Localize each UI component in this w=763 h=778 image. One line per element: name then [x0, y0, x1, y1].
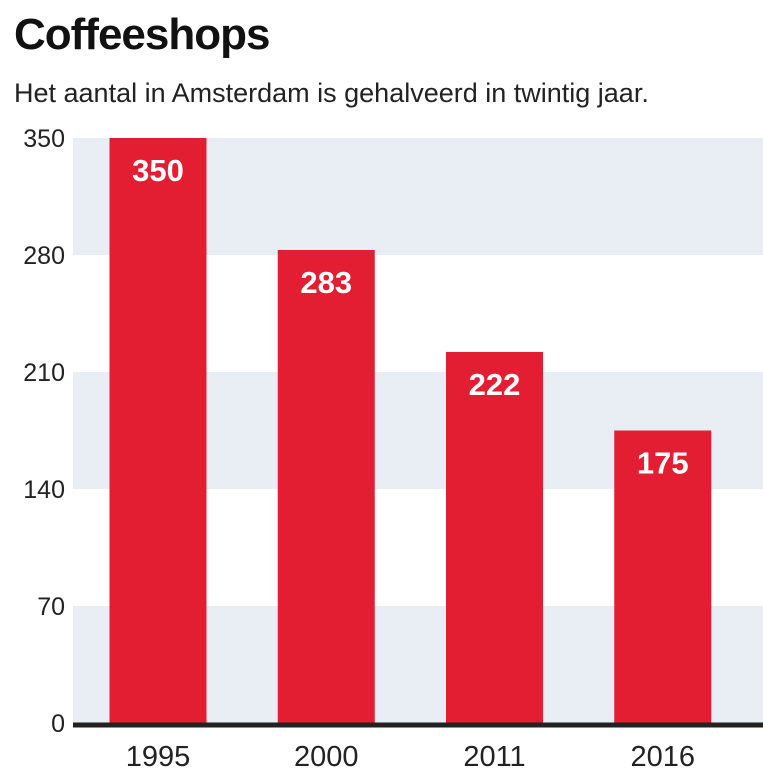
- x-axis-labels: 1995 2000 2011 2016: [126, 741, 695, 773]
- bar-2000: [277, 249, 375, 723]
- data-label-1995: 350: [132, 153, 184, 188]
- x-tick-label-2011: 2011: [463, 741, 525, 773]
- y-tick-label: 70: [37, 593, 65, 621]
- chart-title: Coffeeshops: [14, 10, 270, 59]
- bar-1995: [109, 138, 207, 723]
- x-tick-label-1995: 1995: [126, 741, 191, 773]
- bars: 350 283 222 175: [109, 138, 712, 723]
- y-tick-label: 0: [51, 710, 65, 738]
- data-label-2000: 283: [300, 265, 352, 300]
- bar-2011: [446, 351, 543, 723]
- y-tick-label: 140: [23, 476, 65, 504]
- x-tick-label-2000: 2000: [294, 741, 359, 773]
- y-axis-ticks: 0 70 140 210 280 350: [23, 125, 65, 738]
- data-label-2016: 175: [637, 446, 689, 481]
- y-tick-label: 210: [23, 359, 65, 387]
- chart-subtitle: Het aantal in Amsterdam is gehalveerd in…: [14, 78, 649, 108]
- y-tick-label: 350: [23, 125, 65, 153]
- x-tick-label-2016: 2016: [630, 741, 695, 773]
- data-label-2011: 222: [469, 367, 521, 402]
- y-tick-label: 280: [23, 242, 65, 270]
- bar-2016: [614, 430, 712, 723]
